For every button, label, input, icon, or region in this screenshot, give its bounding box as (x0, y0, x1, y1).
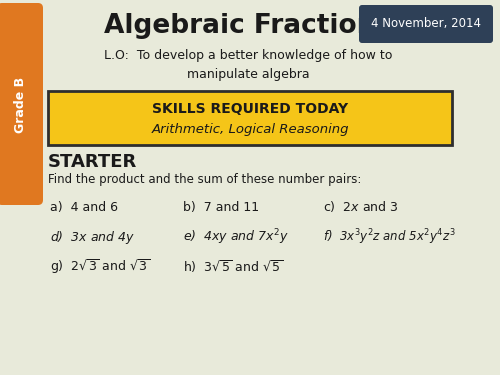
Text: Grade B: Grade B (14, 77, 26, 133)
Text: c)  2$x$ and 3: c) 2$x$ and 3 (323, 200, 398, 214)
Text: L.O:  To develop a better knowledge of how to
manipulate algebra: L.O: To develop a better knowledge of ho… (104, 49, 392, 81)
Text: g)  2$\sqrt{3}$ and $\sqrt{3}$: g) 2$\sqrt{3}$ and $\sqrt{3}$ (50, 258, 150, 276)
Text: Arithmetic, Logical Reasoning: Arithmetic, Logical Reasoning (151, 123, 349, 136)
Bar (48, 91, 452, 145)
Text: f)  3$x^3y^2z$ and 5$x^2y^4z^3$: f) 3$x^3y^2z$ and 5$x^2y^4z^3$ (323, 227, 456, 247)
Text: d)  3$x$ and 4$y$: d) 3$x$ and 4$y$ (50, 228, 135, 246)
Text: Find the product and the sum of these number pairs:: Find the product and the sum of these nu… (48, 174, 362, 186)
FancyBboxPatch shape (359, 5, 493, 43)
Text: b)  7 and 11: b) 7 and 11 (183, 201, 259, 213)
Text: h)  3$\sqrt{5}$ and $\sqrt{5}$: h) 3$\sqrt{5}$ and $\sqrt{5}$ (183, 259, 283, 275)
Text: e)  4$xy$ and 7$x^2y$: e) 4$xy$ and 7$x^2y$ (183, 227, 289, 247)
Text: Algebraic Fractions: Algebraic Fractions (104, 13, 392, 39)
Text: STARTER: STARTER (48, 153, 137, 171)
Text: a)  4 and 6: a) 4 and 6 (50, 201, 118, 213)
Text: SKILLS REQUIRED TODAY: SKILLS REQUIRED TODAY (152, 102, 348, 116)
FancyBboxPatch shape (0, 3, 43, 205)
Text: 4 November, 2014: 4 November, 2014 (371, 18, 481, 30)
